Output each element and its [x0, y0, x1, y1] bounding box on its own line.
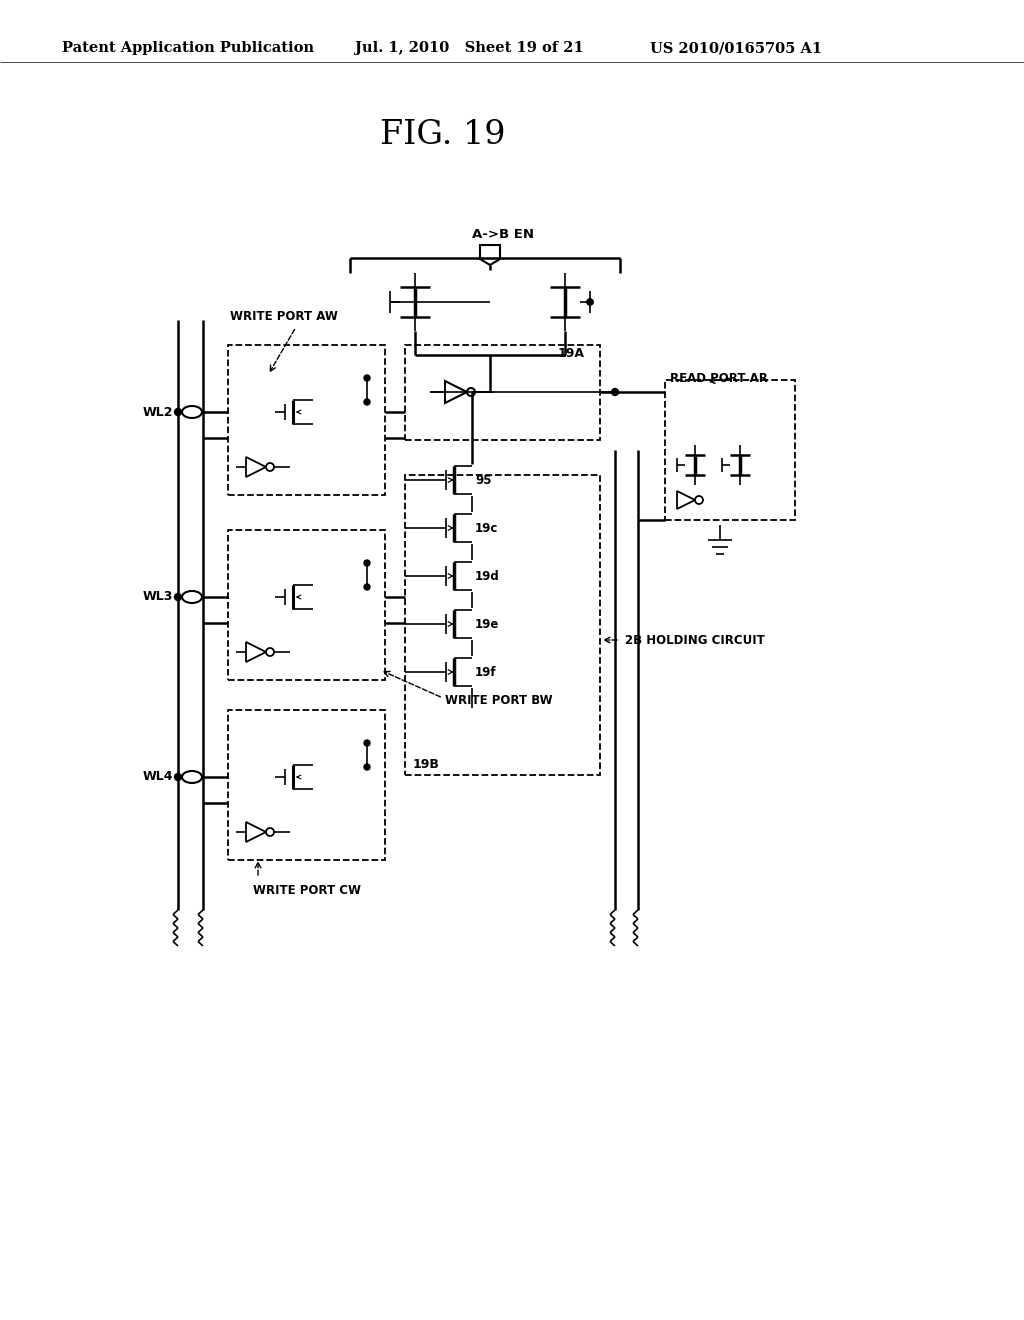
Bar [228, 345, 385, 495]
Circle shape [174, 408, 181, 416]
Text: 19A: 19A [558, 347, 585, 360]
Circle shape [364, 583, 370, 590]
Text: A->B EN: A->B EN [472, 228, 534, 242]
Circle shape [587, 300, 593, 305]
Text: WL4: WL4 [142, 771, 173, 784]
Circle shape [611, 388, 618, 396]
Text: 19d: 19d [475, 569, 500, 582]
Text: WRITE PORT CW: WRITE PORT CW [253, 883, 361, 896]
Text: Patent Application Publication: Patent Application Publication [62, 41, 314, 55]
Text: 19e: 19e [475, 618, 500, 631]
Circle shape [587, 300, 593, 305]
Text: FIG. 19: FIG. 19 [380, 119, 506, 150]
Circle shape [364, 399, 370, 405]
Bar [228, 531, 385, 680]
Text: US 2010/0165705 A1: US 2010/0165705 A1 [650, 41, 822, 55]
Bar [406, 345, 600, 440]
Bar [406, 475, 600, 775]
Text: WL3: WL3 [142, 590, 173, 603]
Circle shape [174, 774, 181, 780]
Text: 19c: 19c [475, 521, 499, 535]
Circle shape [364, 375, 370, 381]
Text: WRITE PORT BW: WRITE PORT BW [445, 693, 553, 706]
Text: READ PORT AR: READ PORT AR [670, 371, 768, 384]
Circle shape [364, 764, 370, 770]
Text: 2B HOLDING CIRCUIT: 2B HOLDING CIRCUIT [625, 634, 765, 647]
Bar [228, 710, 385, 861]
Circle shape [174, 594, 181, 601]
Text: 19f: 19f [475, 665, 497, 678]
Text: Jul. 1, 2010   Sheet 19 of 21: Jul. 1, 2010 Sheet 19 of 21 [355, 41, 584, 55]
Circle shape [364, 741, 370, 746]
Text: WRITE PORT AW: WRITE PORT AW [230, 310, 338, 323]
Bar [665, 380, 795, 520]
Text: 19B: 19B [413, 758, 440, 771]
Text: WL2: WL2 [142, 405, 173, 418]
Text: 95: 95 [475, 474, 492, 487]
Circle shape [364, 560, 370, 566]
